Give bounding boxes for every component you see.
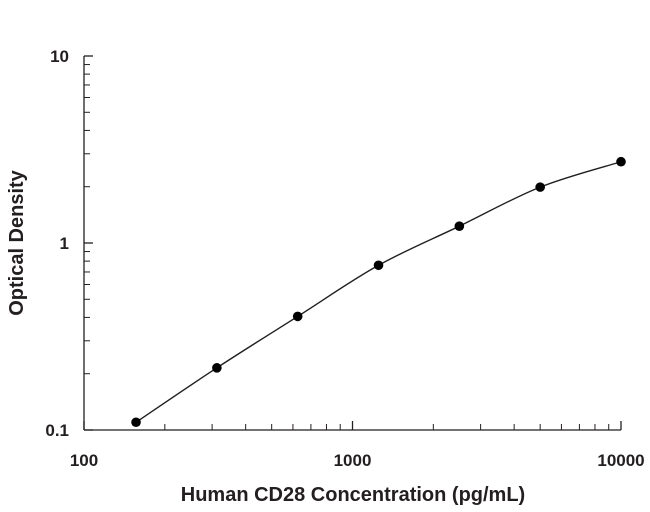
y-axis-ticks <box>84 55 93 431</box>
y-axis-title: Optical Density <box>6 169 28 315</box>
fit-curve <box>135 161 622 423</box>
data-point <box>535 182 545 192</box>
data-point <box>454 221 465 231</box>
x-tick-label: 1000 <box>334 451 372 470</box>
x-tick-label: 100 <box>70 451 98 470</box>
y-tick-label: 10 <box>50 47 69 66</box>
y-axis-tick-labels: 0.1 1 10 <box>45 47 69 440</box>
y-tick-label: 0.1 <box>45 421 69 440</box>
data-point <box>616 156 626 167</box>
data-point <box>292 311 303 322</box>
x-axis-title: Human CD28 Concentration (pg/mL) <box>181 484 525 506</box>
data-point <box>131 417 141 428</box>
x-axis-ticks <box>83 421 622 430</box>
x-axis-tick-labels: 100 1000 10000 <box>70 451 645 470</box>
data-point <box>373 260 384 271</box>
y-tick-label: 1 <box>60 234 69 253</box>
axes <box>83 56 621 431</box>
x-tick-label: 10000 <box>597 451 644 470</box>
data-points <box>131 156 626 428</box>
data-point <box>212 363 222 373</box>
